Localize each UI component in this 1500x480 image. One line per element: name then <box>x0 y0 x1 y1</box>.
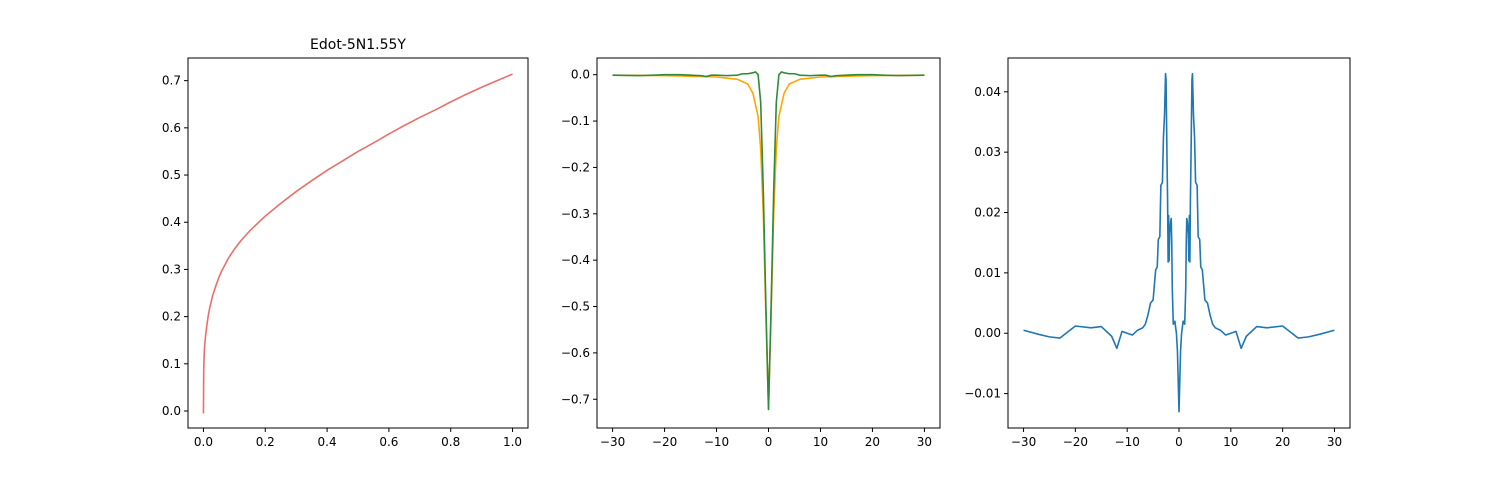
chart-title: Edot-5N1.55Y <box>310 37 406 53</box>
chart-panel-3: −30 −20 −10 0 10 20 30 −0.01 0.00 0.01 0.02 0.03 0.0… <box>964 57 1351 449</box>
y-tick-label: −0.2 <box>561 160 590 174</box>
series-line-2 <box>612 71 925 411</box>
x-tick-label: 0.2 <box>256 435 275 449</box>
x-tick-label: 10 <box>813 435 828 449</box>
y-tick-label: −0.5 <box>561 300 590 314</box>
y-tick-label: 0.4 <box>162 215 181 229</box>
x-tick-label: 30 <box>917 435 932 449</box>
y-tick-label: 0.04 <box>974 85 1001 99</box>
y-tick-label: −0.3 <box>561 207 590 221</box>
chart-panel-2: −30 −20 −10 0 10 20 30 0.0 −0.1 −0.2 −0.3 −0.4 −0.5 −… <box>561 57 941 449</box>
y-tick-label: −0.7 <box>561 392 590 406</box>
y-tick-label: 0.5 <box>162 168 181 182</box>
x-tick-label: 0 <box>1175 435 1183 449</box>
x-tick-label: 30 <box>1327 435 1342 449</box>
y-tick-label: −0.4 <box>561 253 590 267</box>
x-tick-label: 1.0 <box>503 435 522 449</box>
x-tick-label: 0.0 <box>194 435 213 449</box>
axes-frame <box>1007 57 1351 429</box>
y-tick-label: 0.2 <box>162 310 181 324</box>
axes-frame <box>187 57 529 429</box>
x-tick-label: −30 <box>600 435 625 449</box>
x-tick-label: 20 <box>1275 435 1290 449</box>
x-tick-label: −30 <box>1011 435 1036 449</box>
y-tick-label: −0.01 <box>964 387 1001 401</box>
series-line-1 <box>1023 72 1335 413</box>
y-tick-label: 0.03 <box>974 145 1001 159</box>
y-tick-label: 0.7 <box>162 74 181 88</box>
x-tick-label: −10 <box>1115 435 1140 449</box>
x-tick-label: −10 <box>704 435 729 449</box>
y-tick-label: −0.6 <box>561 346 590 360</box>
y-tick-label: 0.01 <box>974 266 1001 280</box>
x-tick-label: 0 <box>765 435 773 449</box>
axes-frame <box>596 57 941 429</box>
x-tick-label: 20 <box>865 435 880 449</box>
y-tick-label: 0.6 <box>162 121 181 135</box>
y-tick-label: 0.3 <box>162 262 181 276</box>
y-tick-label: 0.1 <box>162 357 181 371</box>
y-tick-label: −0.1 <box>561 114 590 128</box>
x-tick-label: −20 <box>652 435 677 449</box>
y-tick-label: 0.02 <box>974 206 1001 220</box>
y-tick-label: 0.0 <box>571 68 590 82</box>
x-tick-label: 0.4 <box>318 435 337 449</box>
x-tick-label: 10 <box>1223 435 1238 449</box>
x-tick-label: −20 <box>1063 435 1088 449</box>
x-tick-label: 0.8 <box>441 435 460 449</box>
chart-panel-1: 0.0 0.2 0.4 0.6 0.8 1.0 0.0 0.1 0.2 0.3 0.4 0.5 0.6 0… <box>162 37 529 449</box>
series-line-1 <box>202 73 513 414</box>
x-tick-label: 0.6 <box>379 435 398 449</box>
y-tick-label: 0.00 <box>974 326 1001 340</box>
y-tick-label: 0.0 <box>162 404 181 418</box>
series-line-1 <box>612 74 925 410</box>
